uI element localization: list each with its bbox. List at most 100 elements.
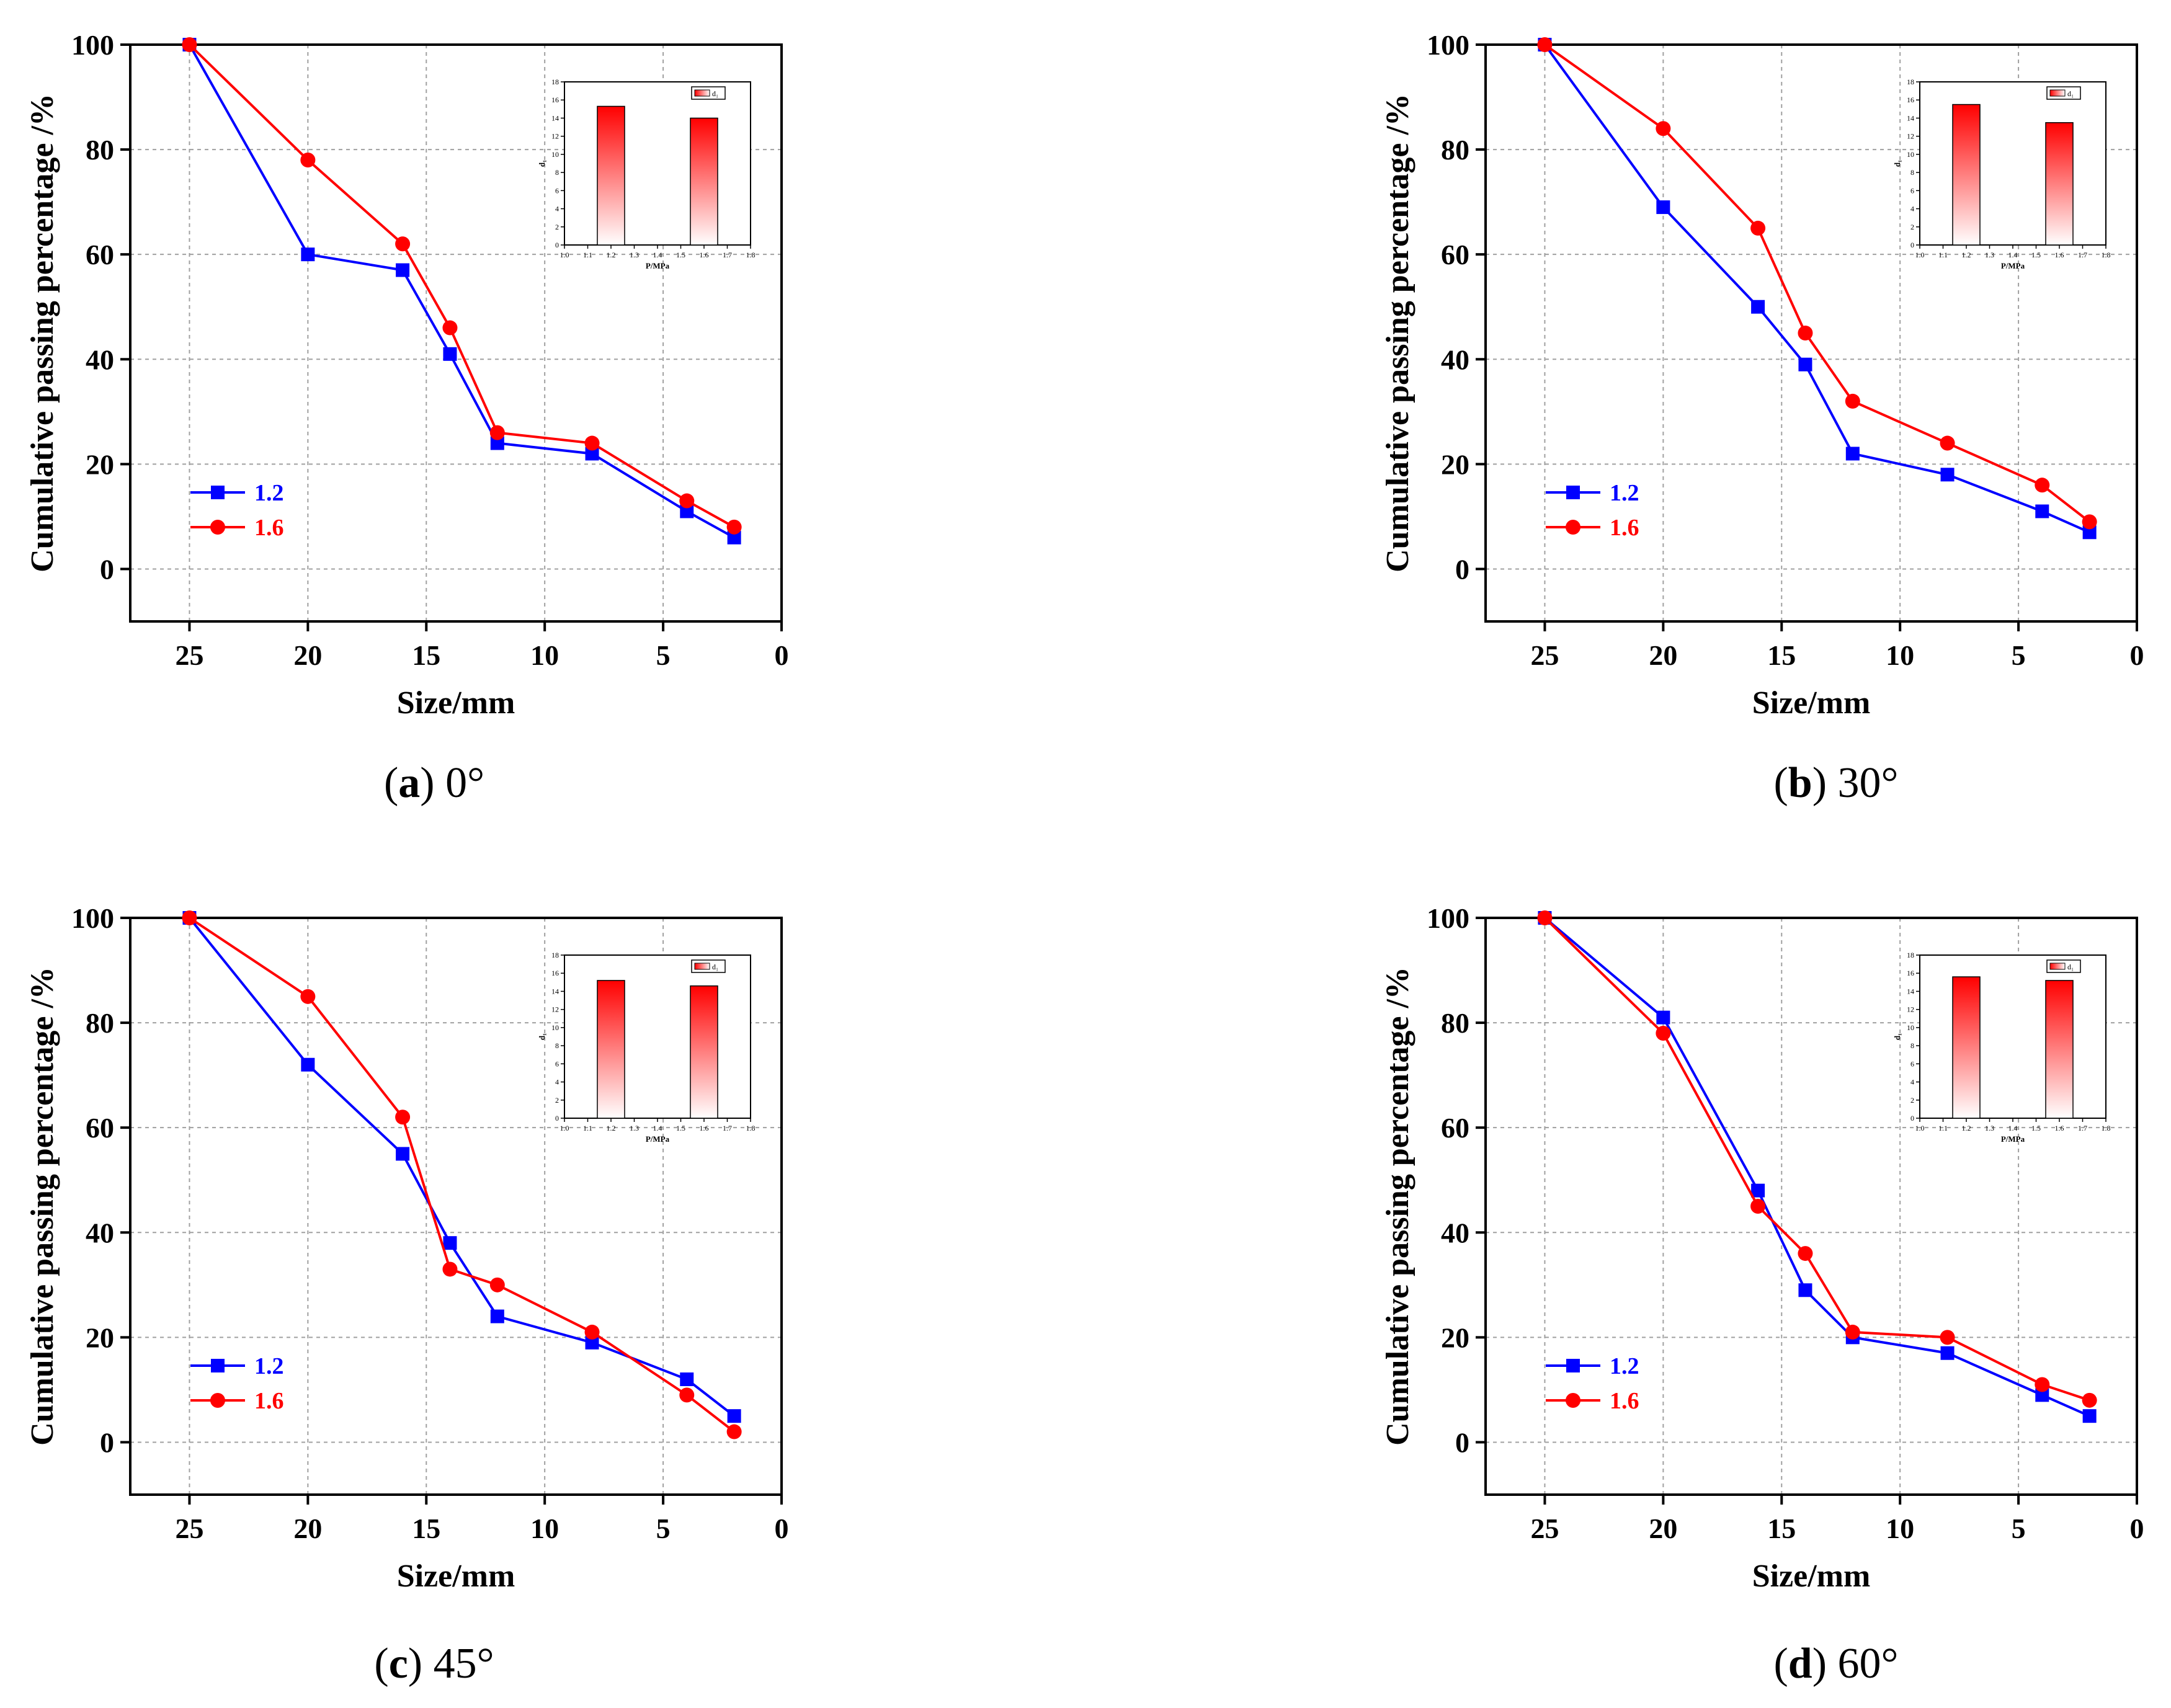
- inset-legend: d₁: [2046, 959, 2081, 973]
- inset-x-tick-label: 1.1: [583, 251, 592, 259]
- inset-y-tick-label: 12: [551, 132, 559, 141]
- inset-bar: [597, 105, 625, 246]
- legend-marker: [1566, 1393, 1580, 1408]
- inset-y-tick-label: 6: [555, 1059, 559, 1068]
- inset-y-tick-label: 0: [555, 241, 559, 249]
- x-tick-label: 25: [1530, 1513, 1559, 1544]
- inset-x-tick-label: 1.4: [2008, 251, 2018, 259]
- y-tick-label: 20: [1441, 448, 1469, 480]
- x-tick-label: 0: [2130, 639, 2144, 671]
- inset-bar: [1952, 976, 1981, 1119]
- series-1.2: [182, 38, 741, 545]
- y-tick-label: 20: [1441, 1322, 1469, 1353]
- x-tick-label: 25: [175, 1513, 203, 1544]
- y-tick-label: 80: [1441, 134, 1469, 166]
- series-1.6: [1537, 37, 2097, 530]
- series-line: [189, 917, 735, 1433]
- inset-x-tick-label: 1.8: [746, 251, 756, 259]
- inset-y-tick-label: 6: [1910, 1059, 1914, 1068]
- data-point: [443, 347, 457, 361]
- inset-frame: [564, 81, 751, 246]
- data-point: [182, 910, 197, 925]
- inset-x-tick-label: 1.8: [2102, 1124, 2111, 1132]
- x-tick-label: 0: [2130, 1513, 2144, 1544]
- series-1.6: [182, 37, 742, 535]
- series-line: [1544, 43, 2090, 523]
- y-tick-label: 60: [1441, 1112, 1469, 1144]
- data-point: [2035, 1377, 2050, 1392]
- inset-y-tick-label: 14: [551, 113, 559, 122]
- inset-x-tick-label: 1.3: [630, 1124, 639, 1132]
- legend-entry: 1.6: [1546, 515, 1639, 541]
- data-point: [2082, 1409, 2097, 1423]
- inset-x-tick-label: 1.2: [1962, 1124, 1971, 1132]
- data-point: [584, 1324, 600, 1340]
- inset-y-tick-label: 4: [555, 1078, 559, 1087]
- data-point: [1656, 121, 1671, 136]
- inset-legend: d₁: [2046, 86, 2081, 100]
- series-1.6: [1537, 910, 2097, 1408]
- data-point: [727, 530, 741, 545]
- inset-x-tick-label: 1.2: [607, 251, 616, 259]
- inset-y-tick-label: 8: [1910, 1041, 1914, 1050]
- inset-x-tick-label: 1.2: [1962, 251, 1971, 259]
- inset-x-tick-label: 1.5: [676, 251, 685, 259]
- y-axis-label: Cumulative passing percentage /%: [25, 94, 60, 572]
- data-point: [584, 435, 600, 451]
- panel-caption: (d) 60°: [1773, 1640, 1898, 1688]
- inset-frame: [1919, 954, 2106, 1119]
- inset-bar: [690, 117, 718, 246]
- data-point: [396, 1147, 410, 1161]
- inset-legend-swatch: [2049, 963, 2066, 970]
- legend-entry: 1.6: [190, 1388, 284, 1414]
- legend-entry: 1.2: [1546, 1353, 1639, 1379]
- x-tick-label: 5: [656, 639, 671, 671]
- inset-y-tick-label: 14: [1907, 987, 1914, 995]
- data-point: [679, 493, 695, 509]
- data-point: [442, 1261, 458, 1277]
- caption-letter: d: [1788, 1640, 1812, 1688]
- data-point: [2035, 1388, 2049, 1402]
- y-tick-label: 40: [86, 1217, 114, 1248]
- legend-marker: [210, 1393, 225, 1408]
- legend-entry: 1.2: [1546, 480, 1639, 506]
- inset-y-tick-label: 10: [551, 150, 559, 159]
- inset-legend-swatch: [694, 89, 710, 97]
- x-tick-label: 10: [1886, 1513, 1914, 1544]
- x-tick-label: 0: [775, 1513, 789, 1544]
- series-1.2: [1538, 38, 2097, 540]
- data-point: [1750, 1199, 1766, 1214]
- data-point: [301, 1057, 315, 1072]
- series-line: [1544, 917, 2090, 1402]
- data-point: [490, 1309, 504, 1323]
- y-tick-label: 60: [1441, 239, 1469, 270]
- inset-frame: [564, 954, 751, 1119]
- data-point: [395, 1110, 411, 1125]
- legend-label: 1.6: [1610, 1388, 1639, 1414]
- inset-x-tick-label: 1.7: [723, 1124, 732, 1132]
- data-point: [1751, 300, 1765, 314]
- data-point: [1845, 1324, 1860, 1340]
- inset-x-tick-label: 1.7: [2078, 251, 2087, 259]
- legend-marker: [1566, 520, 1580, 535]
- inset-legend-label: d₁: [2067, 89, 2074, 98]
- data-point: [1656, 200, 1670, 215]
- data-point: [489, 425, 505, 440]
- inset-x-tick-label: 1.5: [676, 1124, 685, 1132]
- legend-entry: 1.6: [190, 515, 284, 541]
- series-line: [1543, 43, 2090, 534]
- data-point: [1750, 220, 1766, 236]
- x-tick-label: 5: [2012, 639, 2026, 671]
- inset-x-tick-label: 1.5: [2031, 251, 2041, 259]
- data-point: [442, 320, 458, 336]
- x-tick-label: 5: [656, 1513, 671, 1544]
- inset-y-tick-label: 4: [555, 205, 559, 213]
- caption-angle: 0°: [445, 759, 484, 807]
- data-point: [1798, 1283, 1812, 1297]
- inset-y-label: d₁: [537, 1033, 546, 1040]
- inset-bar: [2045, 980, 2074, 1119]
- inset-y-tick-label: 12: [1907, 1005, 1914, 1014]
- x-axis-label: Size/mm: [397, 1559, 515, 1594]
- chart-panel-a: 25 20 15 10 5 0020406080100Size/mmCumulative …: [25, 29, 789, 807]
